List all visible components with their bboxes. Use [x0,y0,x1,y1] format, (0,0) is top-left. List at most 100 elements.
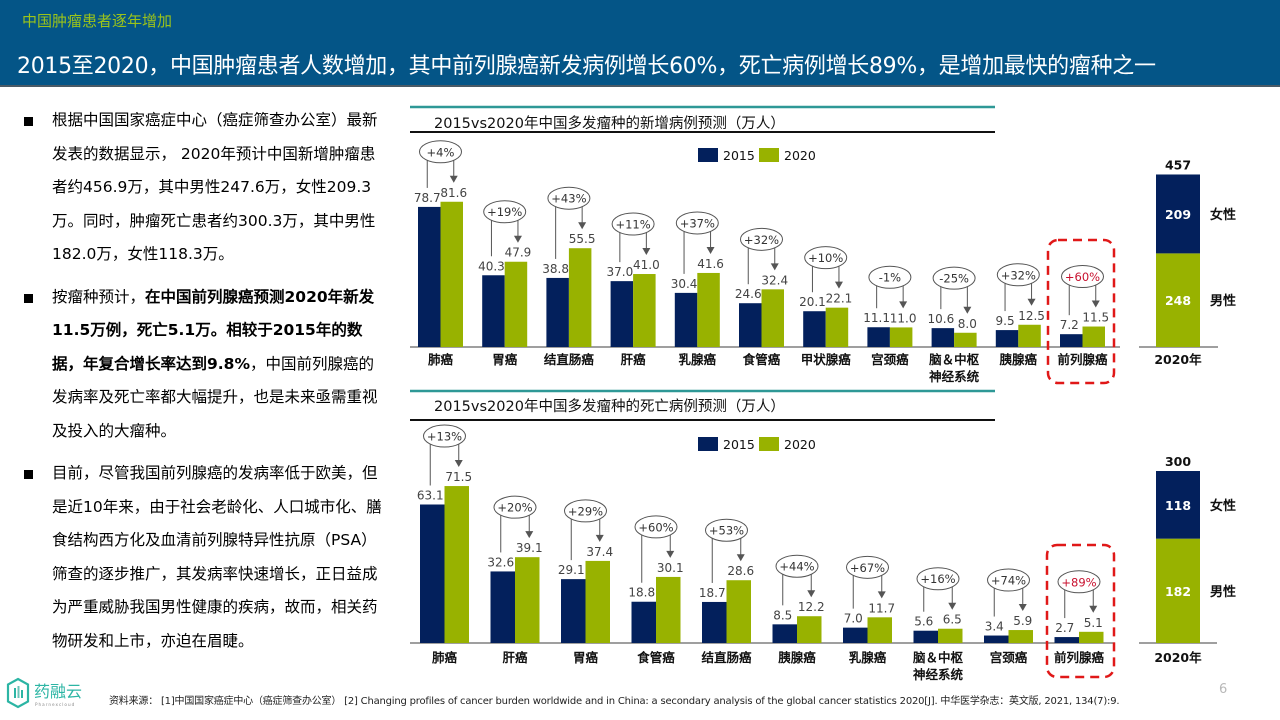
category-label: 结直肠癌 [701,650,752,665]
growth-label: +16% [920,572,955,586]
value-label-2015: 7.0 [844,612,863,626]
category-label: 神经系统 [913,667,964,682]
total-segment-value: 182 [1165,584,1191,599]
growth-bubble [775,554,819,578]
value-label-2015: 18.7 [699,586,726,600]
bar-2020 [515,557,540,643]
value-label-2020: 12.2 [798,600,825,614]
growth-label: +89% [1061,575,1096,589]
total-segment-female [1156,174,1200,254]
value-label-2020: 55.5 [569,232,596,246]
total-category-label: 2020年 [1154,352,1202,367]
bullet-square-icon [24,117,33,126]
growth-label: +13% [427,430,462,444]
value-label-2020: 71.5 [445,470,472,484]
value-label-2015: 3.4 [985,620,1004,634]
value-label-2020: 8.0 [958,317,977,331]
value-label-2015: 11.1 [863,311,890,325]
value-label-2015: 2.7 [1055,621,1074,635]
value-label-2020: 12.5 [1018,309,1045,323]
arrow-down-icon [642,248,651,256]
bar-2020 [633,274,656,347]
bar-2015 [674,292,698,347]
bar-2020 [440,201,463,347]
growth-label: +60% [1065,270,1100,284]
total-category-label: 2020年 [1154,650,1202,665]
total-stacked-bar: 182 男性 118 女性 300 2020年 [1139,454,1236,665]
growth-bubble [675,211,719,235]
value-label-2020: 39.1 [516,541,543,555]
bar-group: 8.5 12.2 +44% 胰腺癌 [772,554,825,665]
arrow-down-icon [834,281,843,289]
value-label-2020: 37.4 [586,545,613,559]
bar-2015 [843,627,868,643]
category-label: 宫颈癌 [871,352,909,367]
page-number: 6 [1219,682,1228,697]
arrow-down-icon [578,222,587,230]
category-label: 结直肠癌 [544,352,595,367]
bar-2015 [931,328,955,347]
value-label-2015: 78.7 [414,191,441,205]
bar-group: 63.171.5 +13% 肺癌 [417,424,472,665]
bar-group: 18.830.1 +60% 食管癌 [628,515,684,665]
growth-label: +4% [427,145,455,159]
growth-label: +60% [638,520,673,534]
value-label-2015: 38.8 [542,262,569,276]
bar-group: 7.0 11.7 +67% 乳腺癌 [843,555,895,665]
bar-2020 [1008,630,1033,643]
header-bar: 中国肿瘤患者逐年增加 2015至2020，中国肿瘤患者人数增加，其中前列腺癌新发… [0,0,1280,87]
bar-group: 24.632.4 +32% 食管癌 [735,227,788,367]
bar-2020 [504,261,528,347]
bar-2015 [803,311,826,347]
category-label: 肺癌 [428,352,454,367]
bar-2015 [913,630,938,643]
bar-2020 [825,307,849,347]
value-label-2015: 29.1 [558,563,585,577]
category-label: 肝癌 [621,352,647,367]
legend-label-2015: 2015 [723,148,755,163]
bar-2020 [444,486,469,643]
total-segment-value: 248 [1165,293,1191,308]
bar-2020 [761,289,784,347]
bullet-text-bold: 在中国前列腺癌预测2020年新发11.5万例，死亡5.1万。相较于2015年的数… [52,287,375,373]
growth-bubble [868,265,912,289]
total-segment-female [1156,471,1200,539]
value-label-2015: 30.4 [671,277,698,291]
growth-label: +74% [991,574,1026,588]
category-label: 食管癌 [742,352,781,367]
category-label: 脑＆中枢 [912,650,964,665]
growth-label: +20% [497,501,532,515]
bullet-text: ，中国前列腺癌的发病率及死亡率都大幅提升，也是未来亟需重视及投入的大瘤种。 [52,354,378,440]
arrow-down-icon [1018,604,1027,612]
bar-2015 [867,327,890,347]
total-segment-value: 118 [1165,498,1191,513]
growth-bubble [996,263,1040,287]
value-label-2020: 11.5 [1082,311,1109,325]
value-label-2015: 20.1 [799,295,826,309]
total-value: 300 [1165,454,1191,469]
bullet-text: 根据中国国家癌症中心（癌症筛查办公室）最新发表的数据显示， 2020年预计中国新… [52,111,378,263]
value-label-2020: 30.1 [657,561,684,575]
chart-1: 2015vs2020年中国多发瘤种的新增病例预测（万人） 2015 2020 78.7… [410,105,1236,385]
value-label-2015: 40.3 [478,259,505,273]
total-value: 457 [1165,157,1191,172]
growth-label: +67% [850,561,885,575]
value-label-2020: 41.0 [633,258,660,272]
total-segment-label: 女性 [1210,207,1236,223]
value-label-2020: 81.6 [440,186,467,200]
category-label: 肝癌 [502,650,528,665]
bar-2015 [772,624,797,643]
growth-bubble [423,424,466,448]
growth-label: +43% [551,192,586,206]
bullet-square-icon [24,470,33,479]
legend-label-2020: 2020 [784,437,816,452]
value-label-2015: 7.2 [1060,318,1079,332]
growth-bubble [1057,570,1101,594]
arrow-down-icon [666,550,675,558]
value-label-2015: 63.1 [417,488,444,502]
bar-2020 [889,327,913,347]
company-logo: 药融云 Pharnexcloud [6,677,82,709]
bar-group: 29.137.4 +29% 胃癌 [558,499,613,665]
